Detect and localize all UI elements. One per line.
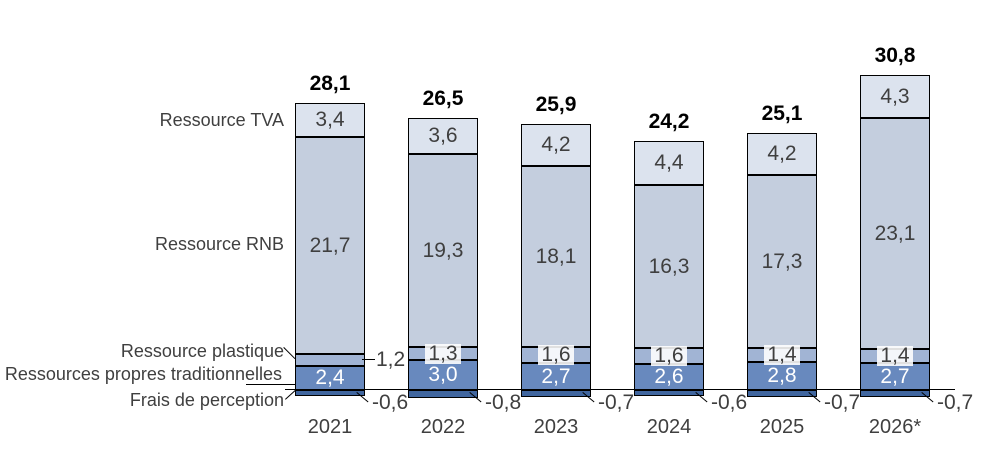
segment-plastique-2022: 1,3 bbox=[408, 343, 478, 364]
series-label-plastique: Ressource plastique bbox=[120, 341, 284, 361]
segment-plastique-2023: 1,6 bbox=[521, 344, 591, 365]
value-label-rnb-2023: 18,1 bbox=[535, 244, 577, 268]
segment-frais-2025 bbox=[747, 390, 817, 397]
series-label-tva: Ressource TVA bbox=[159, 110, 284, 130]
value-label-frais-2021: -0,6 bbox=[372, 391, 409, 414]
value-label-rpt-2025: 2,8 bbox=[767, 364, 797, 387]
segment-plastique-2025: 1,4 bbox=[747, 344, 817, 365]
segment-rnb-2026*: 23,1 bbox=[860, 118, 930, 349]
value-label-plastique-2026*: 1,4 bbox=[877, 345, 913, 366]
value-label-rpt-2023: 2,7 bbox=[541, 364, 571, 388]
total-label-2024: 24,2 bbox=[648, 110, 690, 133]
segment-frais-2022 bbox=[408, 390, 478, 398]
value-label-frais-2022: -0,8 bbox=[485, 391, 522, 414]
leader-line-rpt bbox=[246, 384, 296, 385]
value-label-tva-2023: 4,2 bbox=[541, 133, 571, 156]
total-label-2021: 28,1 bbox=[309, 72, 351, 95]
leader-line-plastique-value-2021 bbox=[362, 359, 375, 360]
segment-tva-2021: 3,4 bbox=[295, 103, 365, 137]
total-label-2023: 25,9 bbox=[535, 93, 577, 116]
value-label-tva-2025: 4,2 bbox=[767, 142, 797, 165]
value-label-rpt-2026*: 2,7 bbox=[880, 364, 910, 388]
x-axis-label-2023: 2023 bbox=[533, 416, 579, 438]
x-axis-label-2025: 2025 bbox=[759, 416, 805, 438]
value-label-plastique-2024: 1,6 bbox=[651, 345, 687, 366]
value-label-rnb-2026*: 23,1 bbox=[874, 221, 916, 245]
value-label-rpt-2024: 2,6 bbox=[654, 365, 684, 388]
value-label-frais-2024: -0,6 bbox=[711, 391, 748, 414]
segment-frais-2024 bbox=[634, 390, 704, 396]
segment-tva-2025: 4,2 bbox=[747, 133, 817, 175]
value-label-frais-2025: -0,7 bbox=[824, 391, 861, 414]
segment-rnb-2025: 17,3 bbox=[747, 175, 817, 348]
value-label-tva-2024: 4,4 bbox=[654, 151, 684, 174]
segment-tva-2024: 4,4 bbox=[634, 141, 704, 185]
segment-rpt-2021: 2,4 bbox=[295, 366, 365, 390]
value-label-rnb-2024: 16,3 bbox=[648, 254, 690, 278]
segment-rpt-2022: 3,0 bbox=[408, 360, 478, 390]
total-label-2026*: 30,8 bbox=[874, 44, 916, 67]
total-label-2025: 25,1 bbox=[761, 102, 803, 125]
x-axis-label-2021: 2021 bbox=[307, 416, 353, 438]
segment-rnb-2021: 21,7 bbox=[295, 137, 365, 354]
segment-rpt-2026*: 2,7 bbox=[860, 363, 930, 390]
x-axis-label-2024: 2024 bbox=[646, 416, 692, 438]
value-label-tva-2026*: 4,3 bbox=[880, 84, 910, 108]
value-label-plastique-2023: 1,6 bbox=[538, 344, 574, 365]
value-label-plastique-2025: 1,4 bbox=[764, 344, 800, 365]
series-label-rnb: Ressource RNB bbox=[154, 234, 284, 254]
x-axis-label-2022: 2022 bbox=[420, 416, 466, 438]
value-label-rnb-2021: 21,7 bbox=[309, 233, 351, 257]
segment-frais-2023 bbox=[521, 390, 591, 397]
segment-plastique-2021 bbox=[295, 354, 365, 366]
series-label-frais: Frais de perception bbox=[129, 390, 284, 410]
segment-plastique-2026*: 1,4 bbox=[860, 345, 930, 366]
segment-rpt-2024: 2,6 bbox=[634, 364, 704, 390]
segment-plastique-2024: 1,6 bbox=[634, 345, 704, 366]
total-label-2022: 26,5 bbox=[422, 87, 464, 110]
leader-line-plastique bbox=[283, 347, 296, 360]
segment-rnb-2022: 19,3 bbox=[408, 154, 478, 347]
value-label-rpt-2021: 2,4 bbox=[315, 366, 345, 389]
value-label-tva-2022: 3,6 bbox=[428, 124, 458, 147]
segment-tva-2023: 4,2 bbox=[521, 124, 591, 166]
series-label-rpt: Ressources propres traditionnelles bbox=[4, 364, 282, 384]
x-axis-line bbox=[285, 389, 955, 390]
segment-rnb-2024: 16,3 bbox=[634, 185, 704, 348]
value-label-frais-2026*: -0,7 bbox=[937, 391, 974, 414]
value-label-rpt-2022: 3,0 bbox=[428, 363, 458, 386]
segment-rpt-2025: 2,8 bbox=[747, 362, 817, 390]
segment-rpt-2023: 2,7 bbox=[521, 363, 591, 390]
value-label-frais-2023: -0,7 bbox=[598, 391, 635, 414]
value-label-plastique-2022: 1,3 bbox=[425, 343, 461, 364]
value-label-rnb-2022: 19,3 bbox=[422, 238, 464, 262]
x-axis-label-2026*: 2026* bbox=[868, 416, 922, 438]
segment-frais-2021 bbox=[295, 390, 365, 396]
value-label-rnb-2025: 17,3 bbox=[761, 249, 803, 273]
segment-rnb-2023: 18,1 bbox=[521, 166, 591, 347]
segment-frais-2026* bbox=[860, 390, 930, 397]
value-label-plastique-2021: 1,2 bbox=[376, 348, 406, 371]
segment-tva-2022: 3,6 bbox=[408, 118, 478, 154]
value-label-tva-2021: 3,4 bbox=[315, 108, 345, 131]
segment-tva-2026*: 4,3 bbox=[860, 75, 930, 118]
